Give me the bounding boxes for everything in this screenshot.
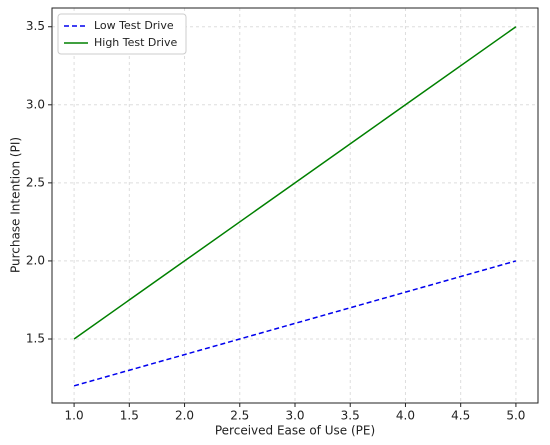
x-tick-label: 4.5 <box>451 409 470 423</box>
y-tick-label: 3.0 <box>26 97 45 111</box>
legend-box <box>57 13 187 55</box>
y-tick-label: 2.0 <box>26 253 45 267</box>
y-tick-label: 2.5 <box>26 175 45 189</box>
x-tick-label: 1.0 <box>65 409 84 423</box>
y-tick-label: 1.5 <box>26 331 45 345</box>
line-series <box>73 260 517 387</box>
x-tick-label: 5.0 <box>506 409 525 423</box>
plot-frame <box>51 7 539 404</box>
line-series <box>73 26 517 340</box>
x-axis-label: Perceived Ease of Use (PE) <box>215 424 375 438</box>
y-tick-label: 3.5 <box>26 19 45 33</box>
legend-label: High Test Drive <box>94 36 177 49</box>
legend-label: Low Test Drive <box>94 19 174 32</box>
x-tick-label: 1.5 <box>120 409 139 423</box>
x-tick-label: 3.5 <box>341 409 360 423</box>
x-tick-label: 2.0 <box>175 409 194 423</box>
x-tick-label: 2.5 <box>230 409 249 423</box>
x-tick-label: 3.0 <box>285 409 304 423</box>
x-tick-label: 4.0 <box>396 409 415 423</box>
y-axis-label: Purchase Intention (PI) <box>9 137 23 273</box>
